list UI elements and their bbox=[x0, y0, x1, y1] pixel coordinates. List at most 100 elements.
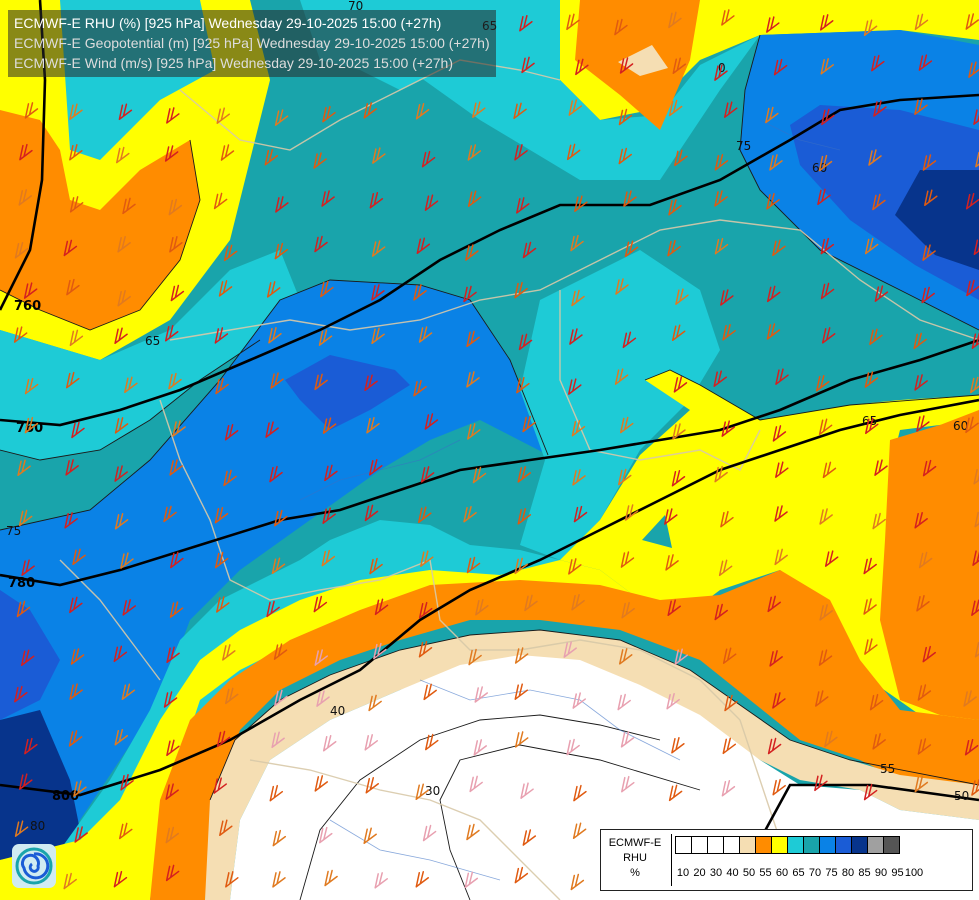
wind-barb-icon bbox=[371, 240, 386, 257]
legend-title-line: % bbox=[630, 867, 640, 879]
wind-barb-icon bbox=[274, 689, 288, 707]
wind-barb-icon bbox=[514, 866, 529, 884]
wind-barb-icon bbox=[624, 240, 639, 258]
wind-barb-icon bbox=[517, 466, 532, 483]
wind-barb-icon bbox=[215, 377, 229, 395]
wind-barb-icon bbox=[224, 423, 239, 441]
legend-divider bbox=[671, 834, 672, 886]
wind-barb-icon bbox=[724, 694, 738, 712]
wind-barb-icon bbox=[973, 109, 979, 125]
wind-barb-icon bbox=[365, 777, 380, 794]
wind-barb-icon bbox=[619, 416, 634, 434]
wind-barb-icon bbox=[472, 466, 487, 484]
wind-barb-icon bbox=[772, 778, 786, 796]
wind-barb-icon bbox=[624, 504, 639, 521]
wind-barb-icon bbox=[766, 285, 781, 303]
wind-barb-icon bbox=[767, 737, 782, 755]
wind-barb-icon bbox=[214, 506, 229, 524]
legend-tick: 50 bbox=[742, 867, 756, 879]
wind-barb-icon bbox=[220, 144, 235, 161]
wind-barb-icon bbox=[69, 596, 83, 614]
wind-barb-icon bbox=[114, 417, 129, 434]
wind-barb-icon bbox=[313, 595, 328, 613]
wind-barb-icon bbox=[721, 420, 735, 437]
wind-barb-icon bbox=[269, 784, 284, 802]
rhu-contour-label: 75 bbox=[736, 139, 751, 153]
legend-tick: 85 bbox=[858, 867, 871, 879]
wind-barb-icon bbox=[168, 372, 182, 390]
wind-barb-icon bbox=[720, 510, 734, 528]
wind-barb-icon bbox=[415, 871, 430, 888]
wind-barb-icon bbox=[822, 461, 837, 479]
wind-barb-icon bbox=[772, 692, 786, 709]
wind-barb-icon bbox=[274, 242, 289, 260]
wind-barb-icon bbox=[766, 193, 780, 210]
wind-barb-icon bbox=[223, 469, 237, 487]
wind-barb-icon bbox=[224, 687, 239, 705]
wind-barb-icon bbox=[971, 599, 979, 616]
wind-barb-icon bbox=[24, 377, 39, 395]
wind-barb-icon bbox=[70, 648, 85, 665]
wind-barb-icon bbox=[314, 235, 328, 253]
wind-barb-icon bbox=[574, 195, 588, 212]
wind-barb-icon bbox=[620, 551, 635, 568]
wind-barb-icon bbox=[922, 459, 937, 477]
wind-barb-icon bbox=[418, 506, 432, 523]
wind-barb-icon bbox=[818, 418, 833, 436]
wind-barb-icon bbox=[671, 324, 686, 341]
wind-barb-icon bbox=[522, 241, 537, 259]
wind-barb-icon bbox=[415, 102, 430, 120]
wind-barb-icon bbox=[366, 416, 380, 434]
wind-barb-icon bbox=[516, 376, 530, 394]
wind-barb-icon bbox=[374, 872, 388, 889]
legend-tick: 60 bbox=[775, 867, 789, 879]
wind-barb-icon bbox=[423, 683, 437, 701]
legend-swatch bbox=[883, 836, 900, 854]
wind-barb-icon bbox=[69, 144, 83, 161]
wind-barb-icon bbox=[266, 600, 280, 618]
wind-barb-icon bbox=[917, 684, 932, 701]
wind-barb-icon bbox=[618, 468, 632, 486]
wind-barb-icon bbox=[914, 374, 928, 391]
wind-barb-icon bbox=[467, 190, 482, 207]
legend-tick: 100 bbox=[904, 867, 924, 879]
wind-barb-icon bbox=[821, 108, 835, 126]
wind-barb-icon bbox=[71, 421, 85, 439]
wind-barb-icon bbox=[272, 871, 286, 888]
rhu-contour-label: 65 bbox=[145, 334, 160, 348]
wind-barb-icon bbox=[364, 734, 379, 751]
wind-barb-icon bbox=[667, 239, 681, 257]
wind-barb-icon bbox=[364, 374, 378, 391]
legend-tick: 55 bbox=[759, 867, 772, 879]
wind-barb-icon bbox=[418, 641, 433, 658]
wind-barb-icon bbox=[114, 513, 129, 530]
wind-barb-icon bbox=[672, 423, 686, 440]
wind-barb-icon bbox=[671, 737, 685, 754]
wind-barb-icon bbox=[69, 196, 84, 213]
wind-barb-icon bbox=[363, 102, 378, 119]
wind-barb-icon bbox=[572, 822, 587, 839]
wind-barb-icon bbox=[819, 604, 833, 621]
wind-barb-icon bbox=[163, 505, 177, 523]
wind-barb-icon bbox=[19, 143, 33, 161]
wind-barb-icon bbox=[472, 101, 486, 118]
wind-barb-icon bbox=[271, 557, 286, 575]
wind-barb-icon bbox=[265, 421, 279, 438]
wind-barb-icon bbox=[218, 280, 233, 297]
wind-barb-icon bbox=[216, 730, 231, 748]
wind-barb-icon bbox=[373, 642, 387, 660]
legend-tick: 75 bbox=[825, 867, 838, 879]
wind-barb-icon bbox=[864, 237, 879, 255]
wind-barb-icon bbox=[774, 505, 788, 522]
legend-title: ECMWF-E RHU % bbox=[603, 836, 667, 881]
wind-barb-icon bbox=[614, 18, 628, 36]
wind-barb-icon bbox=[316, 690, 330, 707]
wind-barb-icon bbox=[721, 779, 736, 797]
wind-barb-icon bbox=[524, 594, 538, 612]
wind-barb-icon bbox=[774, 548, 788, 566]
wind-barb-icon bbox=[563, 641, 577, 658]
legend-swatch bbox=[723, 836, 740, 854]
wind-barb-icon bbox=[874, 459, 888, 476]
wind-barb-icon bbox=[571, 593, 585, 611]
wind-barb-icon bbox=[566, 13, 580, 31]
